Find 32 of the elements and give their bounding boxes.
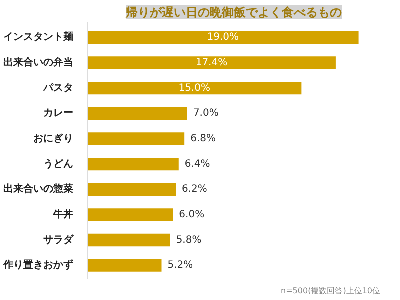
data-label: 6.2% (182, 184, 208, 196)
data-label: 6.8% (190, 133, 216, 144)
bar (88, 234, 170, 247)
y-tick-label: カレー (44, 108, 74, 120)
y-tick-label: パスタ (42, 82, 74, 94)
y-tick-label: 出来合いの惣菜 (4, 183, 74, 196)
data-label: 6.4% (184, 158, 210, 170)
data-label: 5.8% (176, 234, 202, 246)
y-tick-label: おにぎり (34, 133, 74, 144)
bar (88, 259, 162, 272)
text: n=500(複数回答)上位10位 (281, 286, 381, 296)
data-label: 17.4% (196, 58, 228, 69)
bar (88, 132, 185, 146)
data-label: 6.0% (179, 209, 205, 220)
bar (88, 82, 302, 95)
y-tick-label: 出来合いの弁当 (4, 56, 74, 69)
bar (88, 56, 336, 70)
bar (88, 107, 188, 120)
y-tick-label: 作り置きおかず (2, 259, 74, 272)
data-label: 5.2% (168, 260, 194, 272)
chart-title: 帰りが遅い日の晩御飯でよく食べるもの (125, 6, 342, 20)
y-tick-label: インスタント麺 (4, 31, 74, 44)
bar (88, 158, 179, 171)
bar (88, 208, 174, 222)
data-label: 7.0% (193, 108, 219, 120)
bar (88, 31, 359, 44)
y-tick-label: うどん (44, 158, 74, 170)
data-label: 15.0% (178, 82, 210, 94)
y-tick-label: 牛丼 (52, 208, 74, 220)
data-label: 19.0% (207, 32, 240, 44)
y-tick-label: サラダ (44, 234, 74, 246)
bar (88, 183, 176, 196)
